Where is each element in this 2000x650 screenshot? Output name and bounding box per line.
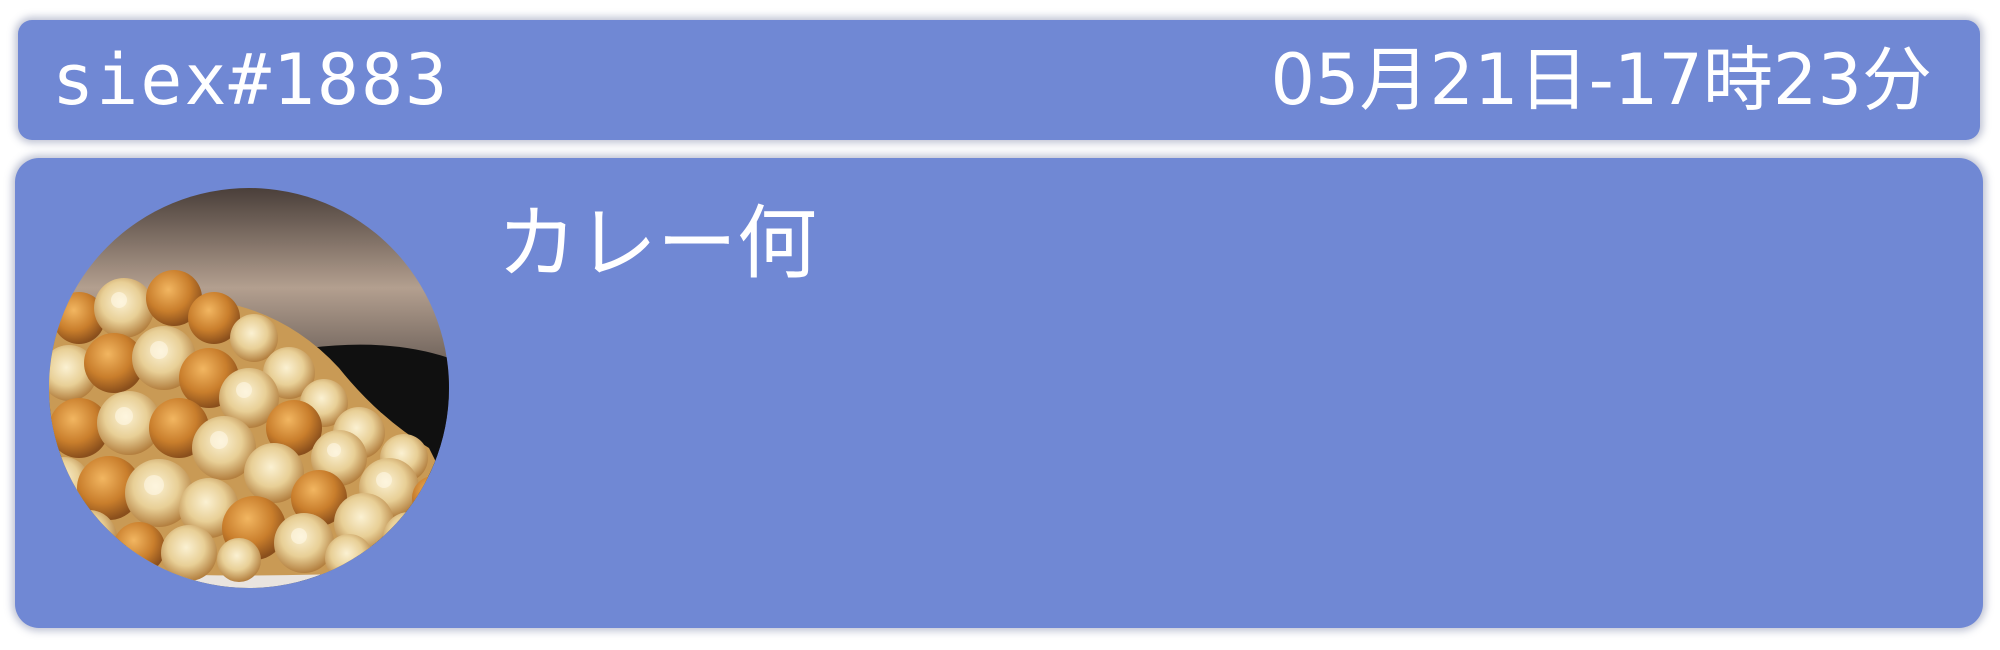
username: siex#1883	[52, 39, 450, 121]
message-text: カレー何	[497, 197, 817, 290]
avatar	[49, 188, 449, 588]
timestamp: 05月21日-17時23分	[1270, 39, 1932, 121]
message-card: カレー何	[15, 158, 1983, 628]
popcorn-avatar-icon	[49, 188, 449, 588]
message-header: siex#1883 05月21日-17時23分	[18, 20, 1980, 140]
